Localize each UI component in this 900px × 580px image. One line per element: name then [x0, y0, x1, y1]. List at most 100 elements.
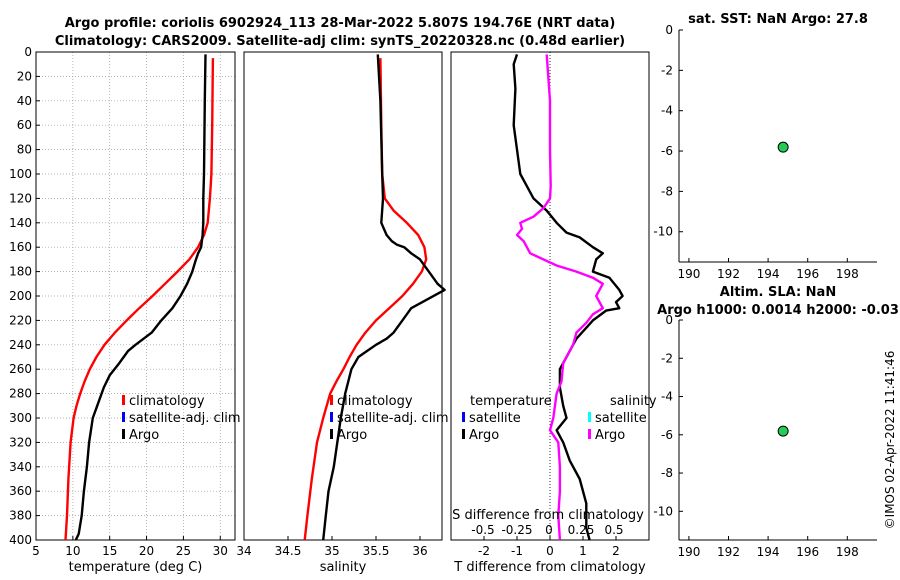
temperature-panel: 0 20 40 60 80 100 120 140 160 180 200 220 240 260 280 3… — [9, 45, 241, 575]
y-tick-label: 340 — [9, 460, 32, 474]
legend-salinity-title: salinity — [610, 394, 657, 409]
series-climatology — [64, 58, 215, 541]
y-tick-label: 400 — [9, 533, 32, 547]
x-tick-label: 192 — [717, 545, 740, 559]
x-tick-label: 34 — [236, 544, 251, 558]
title-line-2: Climatology: CARS2009. Satellite-adj cli… — [55, 34, 625, 49]
x-tick-label: 0 — [546, 544, 554, 558]
sst-map-title: sat. SST: NaN Argo: 27.8 — [688, 12, 868, 27]
x-tick-label: 192 — [717, 267, 740, 281]
legend-climatology-swatch — [122, 395, 125, 405]
y-tick-label: 80 — [17, 143, 32, 157]
y-tick-label: 0 — [665, 23, 673, 37]
title-line-1: Argo profile: coriolis 6902924_113 28-Ma… — [65, 16, 616, 31]
salinity-panel: 34 34.5 35 35.5 36 salinity climatology satelli… — [236, 51, 449, 575]
x-tick-label: 34.5 — [275, 544, 302, 558]
y-tick-label: -4 — [661, 104, 673, 118]
series-t-difference — [512, 54, 624, 541]
y-tick-label: 100 — [9, 167, 32, 181]
series-s-difference — [515, 54, 604, 541]
salinity-xlabel: salinity — [320, 560, 367, 575]
y-tick-label: 280 — [9, 387, 32, 401]
salinity-axes-frame — [243, 51, 443, 541]
legend-satellite-label: satellite-adj. clim — [129, 411, 241, 426]
y-tick-label: 320 — [9, 435, 32, 449]
x-tick-label: 190 — [677, 267, 700, 281]
x-tick-label: -1 — [511, 544, 523, 558]
series-argo — [322, 54, 446, 541]
legend-argo-label: Argo — [129, 428, 159, 443]
x-tick-label: 36 — [412, 544, 427, 558]
y-tick-label: -6 — [661, 144, 673, 158]
x-tick-label: 198 — [836, 267, 859, 281]
x-tick-label: 190 — [677, 545, 700, 559]
x-tick-label: 196 — [796, 545, 819, 559]
difference-panel: -2 -1 0 1 2 T difference from climatology temp… — [450, 51, 657, 575]
y-tick-label: -10 — [653, 504, 673, 518]
legend-sal-argo-swatch — [588, 429, 591, 439]
y-tick-label: 220 — [9, 313, 32, 327]
x-tick-label: 35.5 — [363, 544, 390, 558]
y-tick-label: 200 — [9, 289, 32, 303]
series-argo — [74, 54, 207, 541]
y-tick-label: 120 — [9, 191, 32, 205]
y-tick-label: 60 — [17, 118, 32, 132]
legend-temp-satellite-label: satellite — [469, 411, 521, 426]
argo-position-marker — [777, 425, 789, 437]
y-tick-label: -8 — [661, 184, 673, 198]
y-tick-label: 260 — [9, 362, 32, 376]
legend-satellite-label: satellite-adj. clim — [337, 411, 449, 426]
x-tick-label: 196 — [796, 267, 819, 281]
y-tick-label: -10 — [653, 225, 673, 239]
x-tick-label: 25 — [176, 544, 191, 558]
y-tick-label: 40 — [17, 94, 32, 108]
legend-argo-swatch — [330, 429, 333, 439]
legend-climatology-label: climatology — [337, 394, 413, 409]
legend-temp-argo-label: Argo — [469, 428, 499, 443]
x-tick-label: 5 — [32, 544, 40, 558]
sst-map-panel: 0 -2 -4 -6 -8 -10 190 192 194 196 198 sat. SST: NaN… — [653, 12, 877, 281]
x-tick-label: 30 — [213, 544, 228, 558]
temperature-xlabel: temperature (deg C) — [69, 560, 203, 575]
top-x-tick-label: 0.25 — [568, 523, 595, 537]
sla-map-panel: 0 -2 -4 -6 -8 -10 190 192 194 196 198 Altim. SLA: N… — [653, 285, 898, 559]
y-tick-label: 140 — [9, 216, 32, 230]
top-x-tick-label: -0.5 — [471, 523, 494, 537]
y-tick-label: -8 — [661, 466, 673, 480]
y-tick-label: -2 — [661, 63, 673, 77]
x-tick-label: 2 — [612, 544, 620, 558]
x-tick-label: 10 — [65, 544, 80, 558]
sla-map-subtitle: Argo h1000: 0.0014 h2000: -0.03 — [657, 303, 899, 318]
y-tick-label: -6 — [661, 428, 673, 442]
y-tick-label: -4 — [661, 390, 673, 404]
x-tick-label: -2 — [478, 544, 490, 558]
series-climatology — [303, 58, 428, 541]
legend-temp-argo-swatch — [462, 429, 465, 439]
top-xlabel: S difference from climatology — [452, 508, 644, 523]
y-tick-label: 160 — [9, 240, 32, 254]
argo-position-marker — [777, 141, 789, 153]
legend-temp-satellite-swatch — [462, 412, 465, 422]
x-tick-label: 35 — [324, 544, 339, 558]
timestamp: ©IMOS 02-Apr-2022 11:41:46 — [883, 351, 897, 530]
legend-satellite-swatch — [330, 412, 333, 422]
legend-climatology-swatch — [330, 395, 333, 405]
y-tick-label: 360 — [9, 484, 32, 498]
legend-temperature-title: temperature — [470, 394, 552, 409]
x-tick-label: 1 — [579, 544, 587, 558]
legend-sal-satellite-swatch — [588, 412, 591, 422]
y-tick-label: 240 — [9, 338, 32, 352]
y-tick-label: 0 — [24, 45, 32, 59]
y-tick-label: 20 — [17, 69, 32, 83]
x-tick-label: 194 — [757, 267, 780, 281]
x-tick-label: 194 — [757, 545, 780, 559]
top-x-tick-label: 0.5 — [604, 523, 623, 537]
legend-argo-swatch — [122, 429, 125, 439]
top-x-tick-label: -0.25 — [501, 523, 532, 537]
x-tick-label: 198 — [836, 545, 859, 559]
y-tick-label: 300 — [9, 411, 32, 425]
y-tick-label: 380 — [9, 509, 32, 523]
legend-sal-argo-label: Argo — [595, 428, 625, 443]
top-x-tick-label: 0 — [545, 523, 553, 537]
